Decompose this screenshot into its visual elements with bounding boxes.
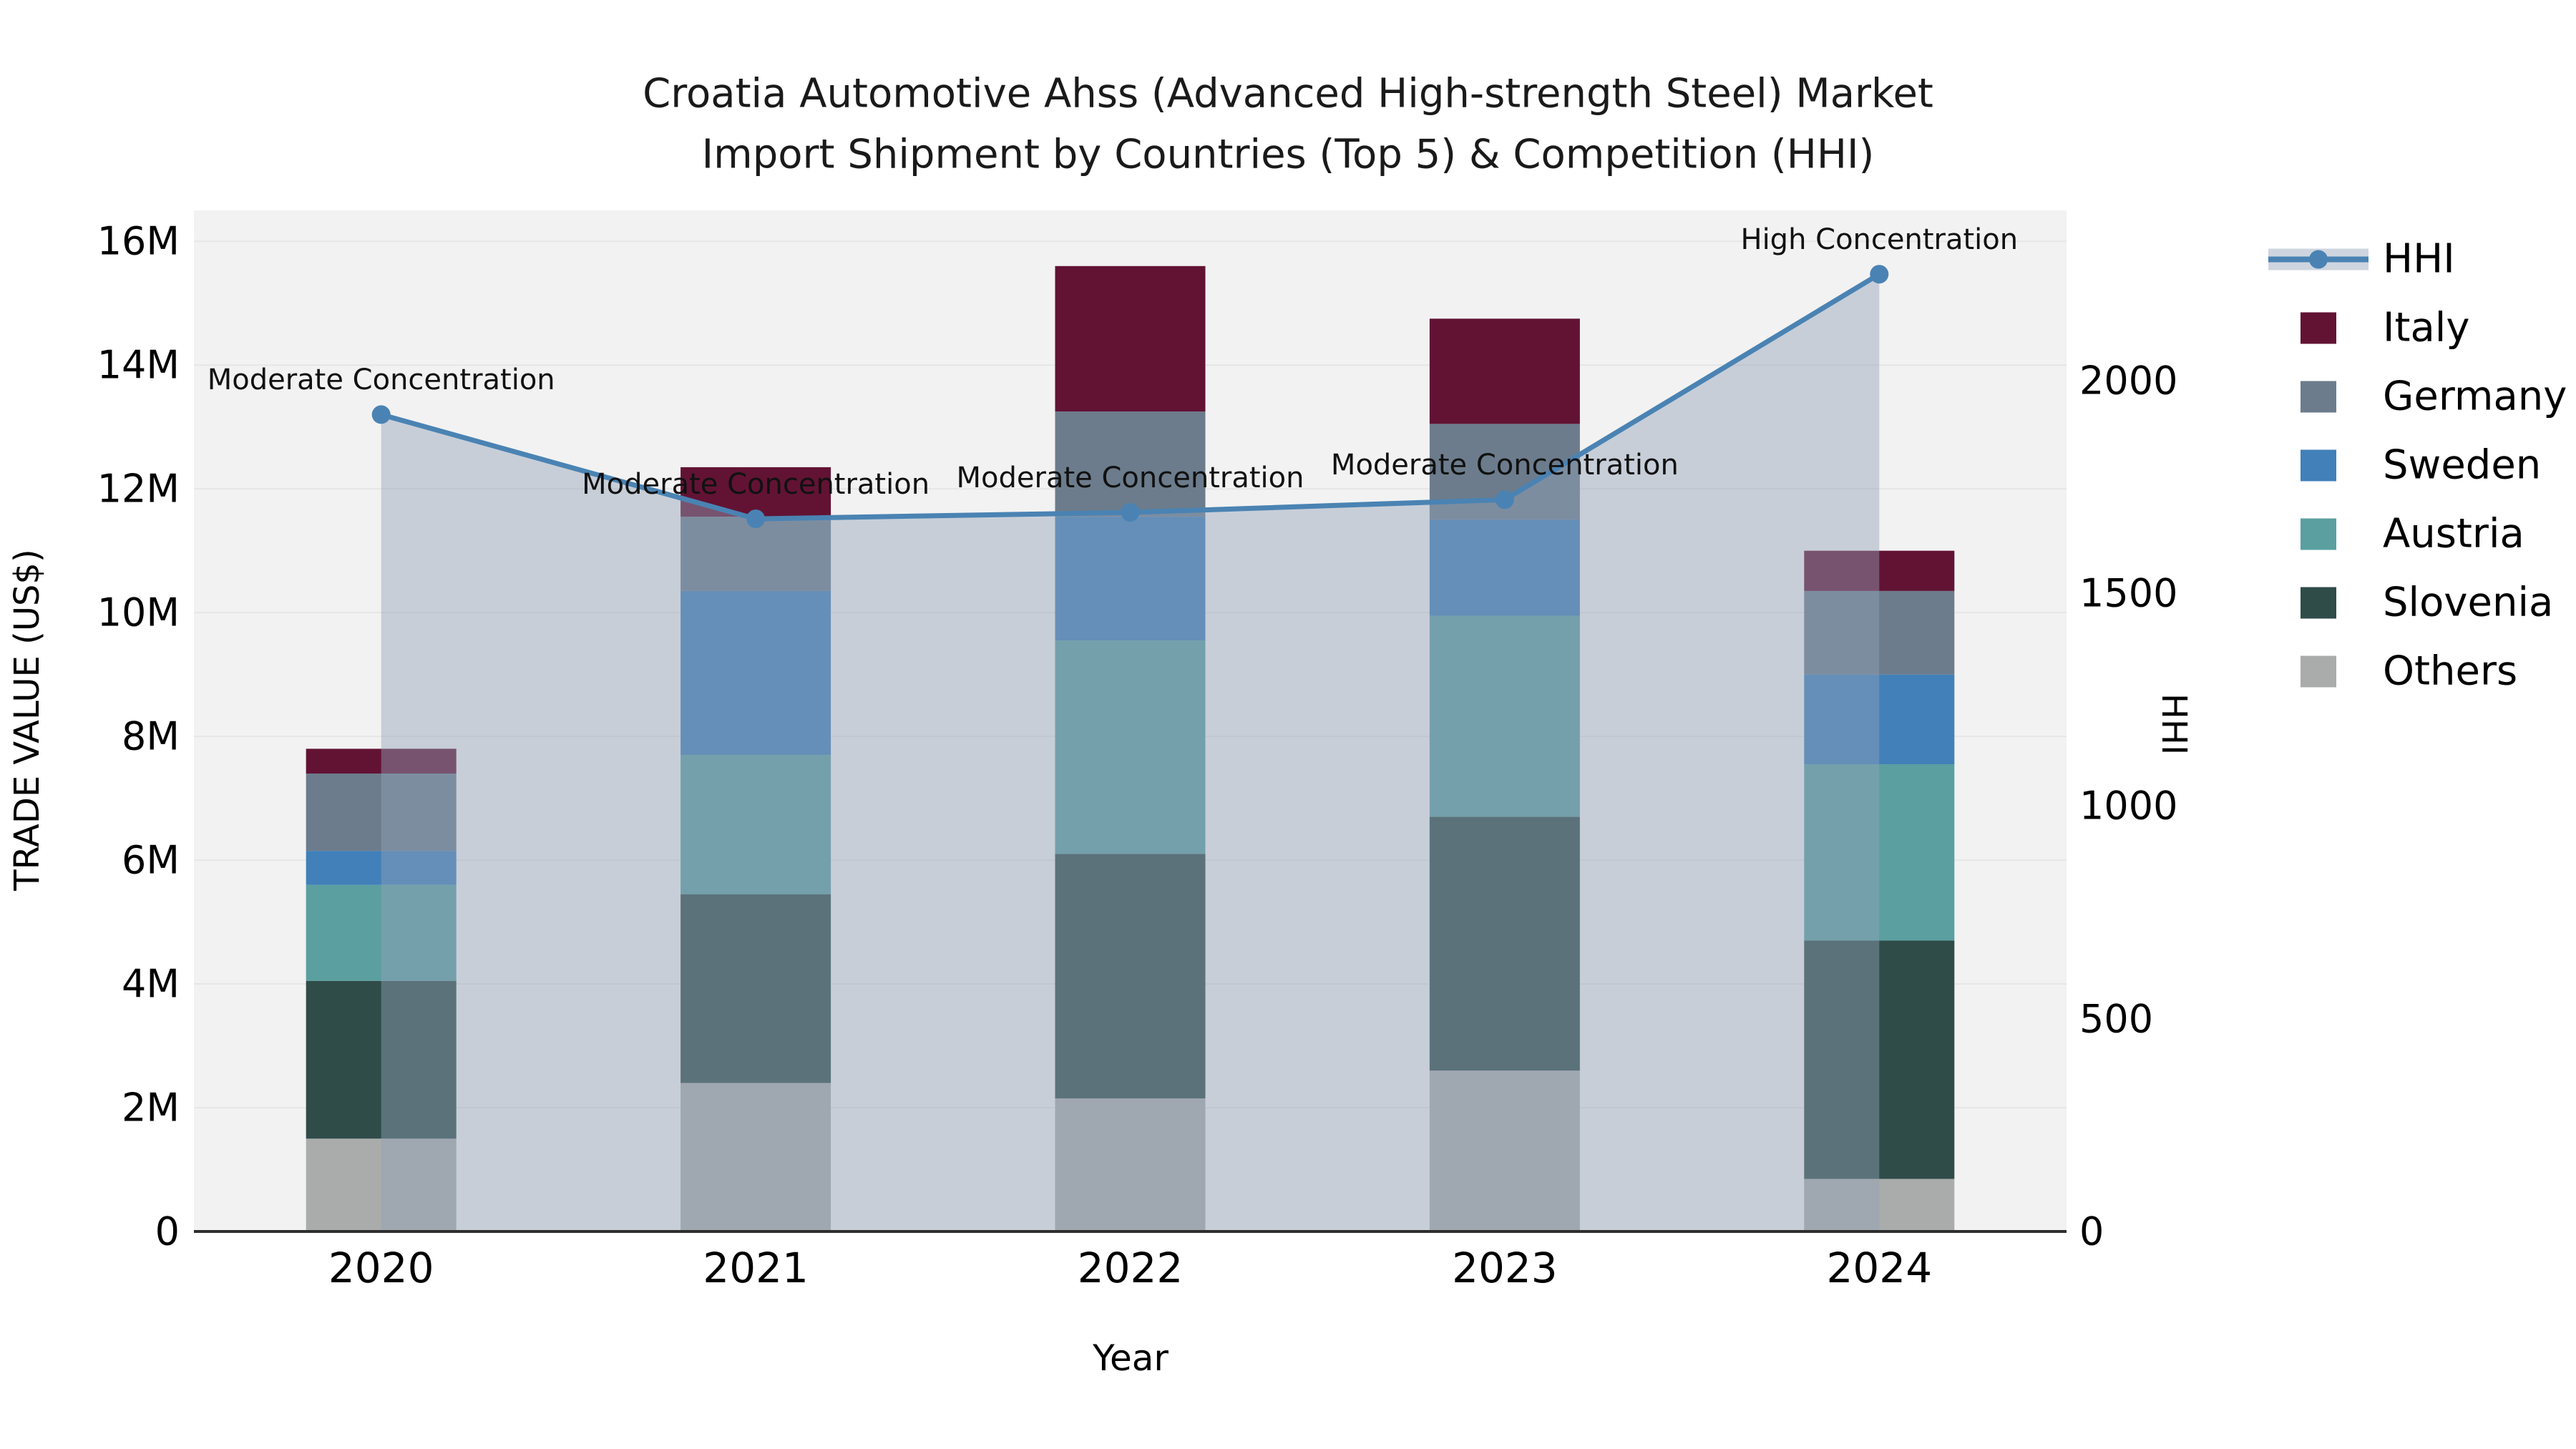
legend-swatch-others — [2301, 655, 2336, 687]
legend-label-italy: Italy — [2383, 304, 2470, 351]
x-tick-2023: 2023 — [1452, 1244, 1558, 1292]
bar-segment-germany-2021 — [680, 517, 831, 591]
bar-segment-austria-2024 — [1804, 764, 1955, 941]
bar-segment-sweden-2021 — [680, 590, 831, 756]
bar-segment-austria-2020 — [306, 884, 457, 981]
legend-item-hhi: HHI — [2268, 236, 2455, 283]
y-right-tick-1500: 1500 — [2079, 570, 2178, 616]
legend-swatch-slovenia — [2301, 587, 2336, 618]
legend-item-italy: Italy — [2268, 305, 2470, 351]
bar-segment-germany-2020 — [306, 774, 457, 852]
y-left-tick-10M: 10M — [97, 590, 180, 635]
bar-segment-germany-2024 — [1804, 590, 1955, 675]
bar-segment-sweden-2024 — [1804, 674, 1955, 765]
bar-segment-slovenia-2024 — [1804, 940, 1955, 1179]
legend-label-slovenia: Slovenia — [2383, 579, 2554, 626]
y-right-tick-2000: 2000 — [2079, 358, 2178, 404]
legend-item-others: Others — [2268, 648, 2517, 695]
y-left-tick-0: 0 — [155, 1209, 180, 1254]
bar-segment-others-2023 — [1429, 1070, 1580, 1231]
bar-segment-slovenia-2021 — [680, 894, 831, 1083]
hhi-marker-2020 — [371, 405, 391, 424]
bar-segment-sweden-2023 — [1429, 519, 1580, 616]
legend-swatch-italy — [2301, 312, 2336, 343]
hhi-area-fill — [381, 274, 1880, 1231]
bar-segment-italy-2024 — [1804, 550, 1955, 591]
x-tick-2021: 2021 — [703, 1244, 809, 1292]
legend-label-austria: Austria — [2383, 510, 2524, 557]
y-right-tick-0: 0 — [2079, 1209, 2104, 1254]
hhi-line-legend-marker — [2268, 243, 2368, 275]
y-left-tick-16M: 16M — [97, 218, 180, 264]
bar-segment-austria-2023 — [1429, 615, 1580, 817]
bar-segment-others-2021 — [680, 1083, 831, 1231]
annotation-2023: Moderate Concentration — [1330, 449, 1679, 482]
bar-segment-austria-2022 — [1055, 640, 1206, 854]
bar-segment-italy-2020 — [306, 748, 457, 774]
hhi-marker-2023 — [1495, 490, 1514, 509]
x-tick-2022: 2022 — [1077, 1244, 1184, 1292]
bar-segment-others-2020 — [306, 1138, 457, 1231]
y-left-tick-14M: 14M — [97, 342, 180, 388]
x-tick-2020: 2020 — [328, 1244, 434, 1292]
legend-swatch-germany — [2301, 381, 2336, 412]
bar-segment-others-2024 — [1804, 1179, 1955, 1231]
hhi-dot-swatch — [2309, 250, 2328, 268]
legend-item-slovenia: Slovenia — [2268, 580, 2553, 626]
chart-title-line1: Croatia Automotive Ahss (Advanced High-s… — [643, 70, 1933, 117]
legend-swatch-sweden — [2301, 449, 2336, 481]
bar-segment-italy-2022 — [1055, 265, 1206, 412]
y-right-tick-500: 500 — [2079, 996, 2154, 1042]
x-tick-2024: 2024 — [1826, 1244, 1933, 1292]
annotation-2022: Moderate Concentration — [956, 462, 1304, 495]
y-left-tick-4M: 4M — [122, 961, 180, 1007]
annotation-2024: High Concentration — [1740, 223, 2019, 257]
legend-swatch-austria — [2301, 518, 2336, 550]
y-right-tick-1000: 1000 — [2079, 783, 2178, 829]
bar-segment-italy-2021 — [680, 467, 831, 517]
bar-segment-sweden-2020 — [306, 851, 457, 885]
y-left-tick-6M: 6M — [122, 837, 180, 883]
bar-segment-others-2022 — [1055, 1098, 1206, 1231]
bar-segment-austria-2021 — [680, 755, 831, 894]
chart-title-line2: Import Shipment by Countries (Top 5) & C… — [701, 131, 1875, 178]
bar-segment-slovenia-2023 — [1429, 816, 1580, 1071]
annotation-2021: Moderate Concentration — [582, 468, 930, 502]
annotation-2020: Moderate Concentration — [207, 364, 555, 397]
legend-label-germany: Germany — [2383, 373, 2567, 420]
y-left-tick-2M: 2M — [122, 1085, 180, 1131]
legend-item-austria: Austria — [2268, 511, 2524, 557]
y-right-axis-title: HHI — [2154, 693, 2194, 756]
x-axis-title: Year — [1093, 1337, 1169, 1379]
y-left-tick-12M: 12M — [97, 466, 180, 512]
y-left-tick-8M: 8M — [122, 713, 180, 759]
legend-item-germany: Germany — [2268, 374, 2567, 420]
hhi-marker-2021 — [746, 509, 766, 529]
bar-segment-sweden-2022 — [1055, 517, 1206, 641]
bar-segment-germany-2022 — [1055, 411, 1206, 517]
bar-segment-slovenia-2020 — [306, 980, 457, 1139]
bar-segment-italy-2023 — [1429, 318, 1580, 424]
hhi-marker-2024 — [1870, 265, 1889, 284]
legend-item-sweden: Sweden — [2268, 442, 2541, 489]
bar-segment-slovenia-2022 — [1055, 854, 1206, 1099]
legend-label-others: Others — [2383, 648, 2518, 695]
legend-label-sweden: Sweden — [2383, 441, 2542, 489]
hhi-marker-2022 — [1121, 503, 1140, 522]
legend-label-hhi: HHI — [2383, 235, 2455, 283]
